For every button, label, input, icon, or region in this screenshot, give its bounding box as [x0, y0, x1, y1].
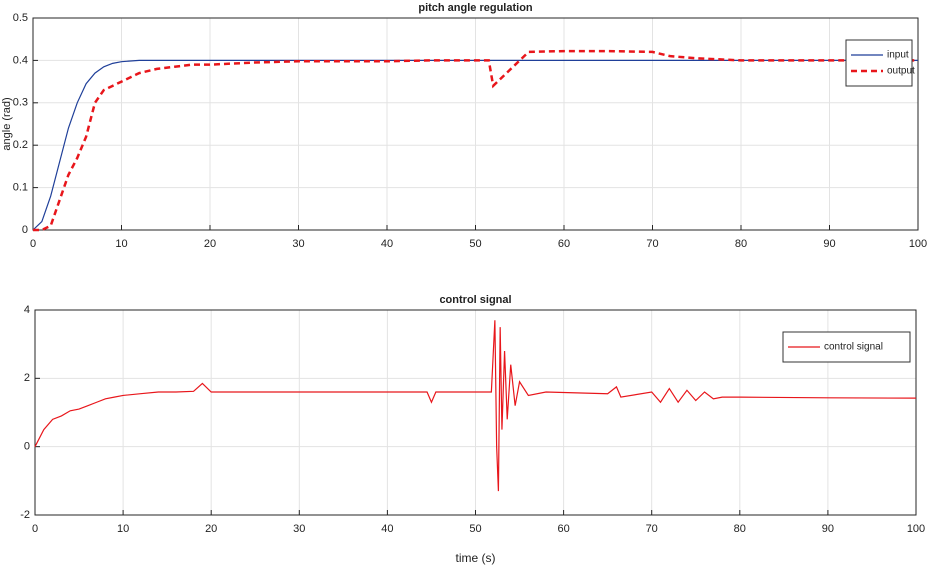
x-tick-label: 50 [469, 238, 481, 250]
x-tick-label: 10 [117, 523, 129, 535]
legend-label: control signal [824, 342, 883, 353]
legend-label: input [887, 50, 909, 61]
y-tick-label: 0 [22, 224, 28, 236]
data-line [33, 49, 918, 232]
x-tick-label: 10 [115, 238, 127, 250]
x-tick-label: 60 [558, 238, 570, 250]
x-tick-label: 0 [32, 523, 38, 535]
x-tick-label: 100 [907, 523, 925, 535]
x-tick-label: 80 [735, 238, 747, 250]
x-tick-label: 20 [204, 238, 216, 250]
chart-title: pitch angle regulation [418, 2, 533, 14]
y-tick-label: 0.2 [13, 139, 28, 151]
x-tick-label: 60 [557, 523, 569, 535]
legend-label: output [887, 66, 915, 77]
y-tick-label: 0.4 [13, 54, 28, 66]
x-tick-label: 40 [381, 238, 393, 250]
x-tick-label: 90 [823, 238, 835, 250]
x-tick-label: 50 [469, 523, 481, 535]
x-tick-label: 90 [822, 523, 834, 535]
y-tick-label: 4 [24, 304, 30, 316]
y-tick-label: 2 [24, 372, 30, 384]
y-tick-label: 0.5 [13, 12, 28, 24]
x-tick-label: 0 [30, 238, 36, 250]
x-tick-label: 80 [734, 523, 746, 535]
y-tick-label: -2 [20, 509, 30, 521]
y-axis-label: angle (rad) [1, 97, 13, 150]
y-tick-label: 0 [24, 441, 30, 453]
data-line [32, 59, 918, 231]
x-tick-label: 20 [205, 523, 217, 535]
x-tick-label: 70 [646, 523, 658, 535]
y-tick-label: 0.1 [13, 182, 28, 194]
x-tick-label: 30 [292, 238, 304, 250]
plot-frame [32, 17, 919, 231]
x-tick-label: 100 [909, 238, 927, 250]
y-tick-label: 0.3 [13, 97, 28, 109]
x-tick-label: 30 [293, 523, 305, 535]
x-tick-label: 70 [646, 238, 658, 250]
plot-frame [34, 309, 917, 516]
x-tick-label: 40 [381, 523, 393, 535]
legend-box [845, 39, 913, 87]
data-line [34, 320, 917, 492]
chart-title: control signal [439, 294, 511, 306]
x-axis-label: time (s) [456, 551, 496, 565]
